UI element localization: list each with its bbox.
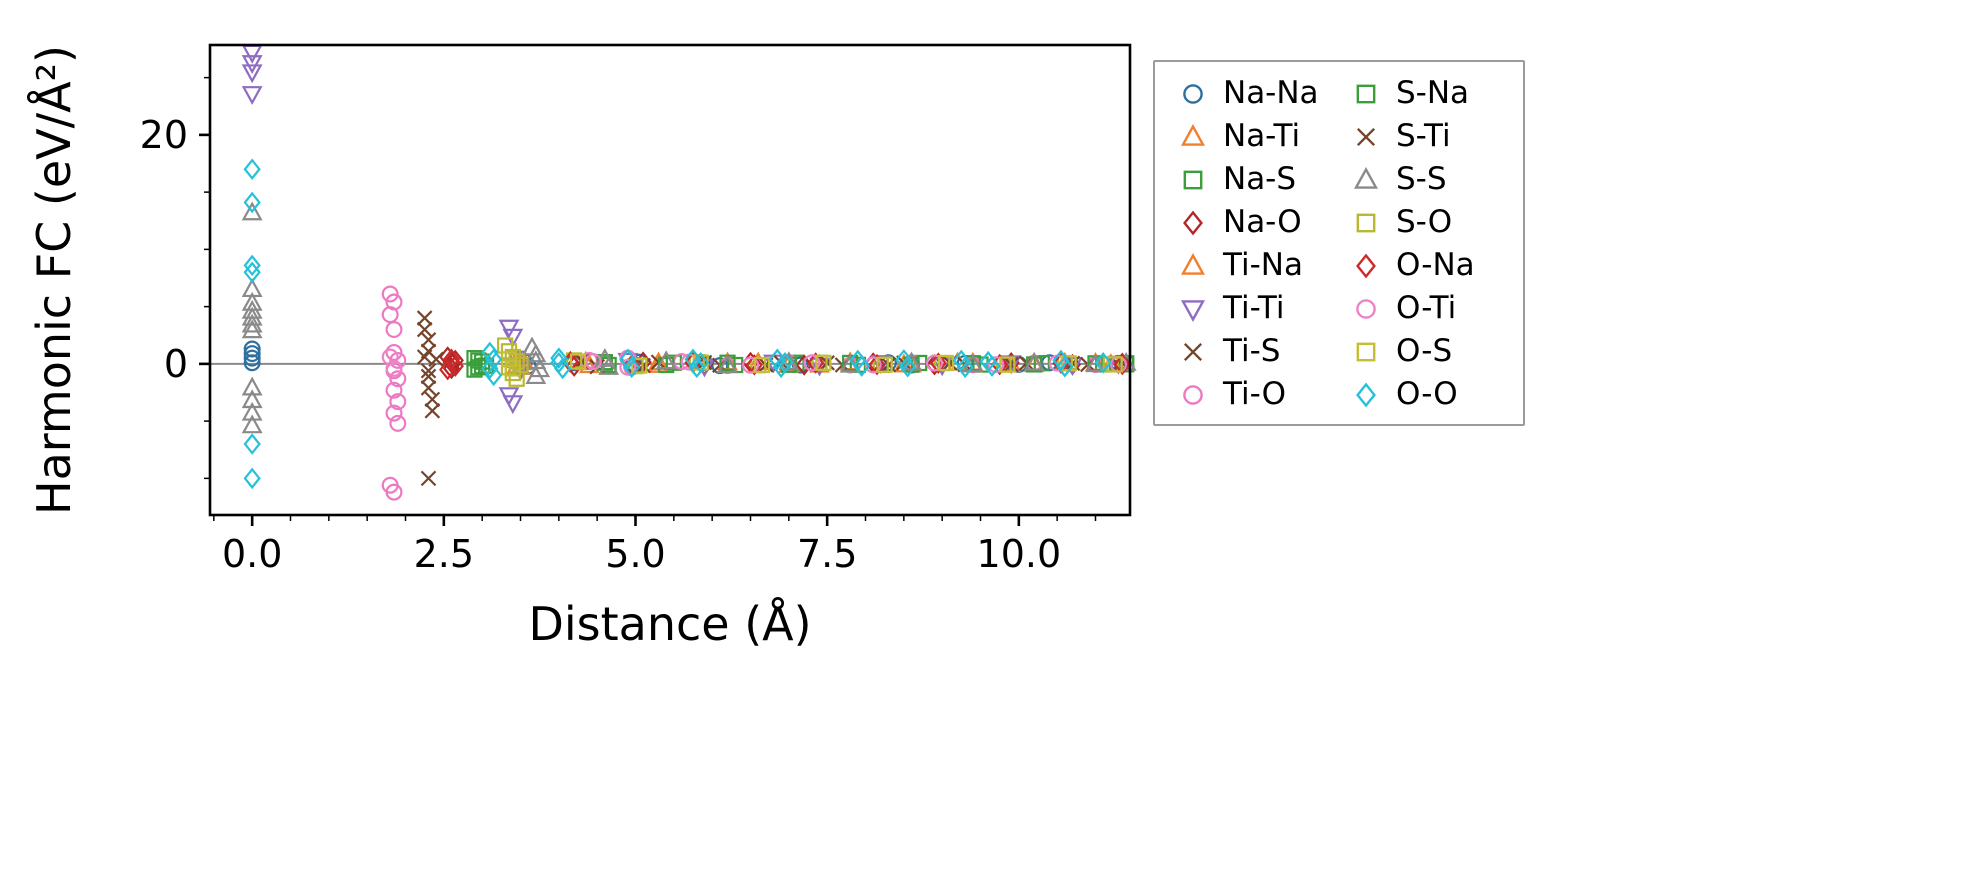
- series-Ti-S: [416, 310, 1131, 487]
- legend-item-Na-Na: Na-Na: [1177, 72, 1350, 115]
- diamond-marker-icon: [1356, 382, 1376, 407]
- legend-label: O-Ti: [1396, 290, 1457, 326]
- triangle-down-marker-icon: [1180, 299, 1206, 322]
- legend-label: Ti-S: [1223, 333, 1281, 369]
- legend: Na-Na Na-Ti Na-S Na-O Ti-Na Ti-Ti Ti-S Ti-O S-N…: [1153, 60, 1525, 426]
- series-O-Ti: [381, 348, 1127, 377]
- legend-label: Na-Ti: [1223, 118, 1301, 154]
- x-axis-label: Distance (Å): [528, 597, 811, 651]
- legend-label: Ti-Na: [1223, 247, 1303, 283]
- legend-label: O-S: [1396, 333, 1453, 369]
- y-axis-label: Harmonic FC (eV/Å²): [27, 45, 81, 515]
- legend-item-O-Ti: O-Ti: [1350, 287, 1523, 330]
- y-tick-label: 20: [140, 113, 188, 157]
- circle-marker-icon: [1183, 384, 1203, 405]
- legend-item-Ti-S: Ti-S: [1177, 330, 1350, 373]
- legend-item-Na-S: Na-S: [1177, 158, 1350, 201]
- square-marker-icon: [1183, 170, 1203, 189]
- legend-label: O-Na: [1396, 247, 1475, 283]
- circle-marker-icon: [1183, 83, 1203, 104]
- x-marker-icon: [1183, 342, 1203, 361]
- legend-item-Ti-Na: Ti-Na: [1177, 244, 1350, 287]
- legend-item-S-S: S-S: [1350, 158, 1523, 201]
- legend-label: Ti-O: [1223, 376, 1287, 412]
- legend-item-S-O: S-O: [1350, 201, 1523, 244]
- legend-item-Na-O: Na-O: [1177, 201, 1350, 244]
- series-O-O: [243, 158, 1112, 490]
- x-tick-label: 10.0: [977, 532, 1062, 576]
- legend-item-Na-Ti: Na-Ti: [1177, 115, 1350, 158]
- data-points-layer: [241, 44, 1137, 501]
- triangle-up-marker-icon: [1353, 166, 1379, 189]
- x-tick-label: 7.5: [797, 532, 857, 576]
- legend-item-S-Na: S-Na: [1350, 72, 1523, 115]
- legend-item-Ti-Ti: Ti-Ti: [1177, 287, 1350, 330]
- tick-labels: 0.0 2.5 5.0 7.5 10.0 0 20: [140, 113, 1061, 576]
- series-O-Na: [439, 348, 1131, 381]
- circle-marker-icon: [1356, 298, 1376, 319]
- axis-ticks: [199, 76, 1097, 526]
- legend-label: O-O: [1396, 376, 1458, 412]
- legend-label: Na-S: [1223, 161, 1297, 197]
- legend-column-2: S-Na S-Ti S-S S-O O-Na O-Ti O-S O-O: [1350, 72, 1523, 424]
- legend-label: Ti-Ti: [1223, 290, 1285, 326]
- legend-item-O-S: O-S: [1350, 330, 1523, 373]
- diamond-marker-icon: [1356, 253, 1376, 278]
- legend-label: Na-O: [1223, 204, 1302, 240]
- x-marker-icon: [1356, 127, 1376, 146]
- square-marker-icon: [1356, 213, 1376, 232]
- square-marker-icon: [1356, 84, 1376, 103]
- diamond-marker-icon: [1183, 210, 1203, 235]
- legend-label: S-Ti: [1396, 118, 1451, 154]
- series-Ti-O: [381, 285, 1104, 501]
- legend-label: Na-Na: [1223, 75, 1319, 111]
- square-marker-icon: [1356, 342, 1376, 361]
- plot-border: [208, 43, 1132, 517]
- y-tick-label: 0: [164, 342, 188, 386]
- legend-item-O-O: O-O: [1350, 373, 1523, 416]
- triangle-up-marker-icon: [1180, 123, 1206, 146]
- legend-item-Ti-O: Ti-O: [1177, 373, 1350, 416]
- x-tick-label: 2.5: [414, 532, 474, 576]
- series-S-S: [241, 201, 1137, 434]
- legend-item-O-Na: O-Na: [1350, 244, 1523, 287]
- plot-area: 0.0 2.5 5.0 7.5 10.0 0 20: [140, 43, 1137, 576]
- legend-label: S-O: [1396, 204, 1453, 240]
- triangle-up-marker-icon: [1180, 252, 1206, 275]
- legend-label: S-Na: [1396, 75, 1470, 111]
- legend-item-S-Ti: S-Ti: [1350, 115, 1523, 158]
- legend-column-1: Na-Na Na-Ti Na-S Na-O Ti-Na Ti-Ti Ti-S Ti-O: [1177, 72, 1350, 424]
- legend-label: S-S: [1396, 161, 1447, 197]
- x-tick-label: 5.0: [605, 532, 665, 576]
- x-tick-label: 0.0: [222, 532, 282, 576]
